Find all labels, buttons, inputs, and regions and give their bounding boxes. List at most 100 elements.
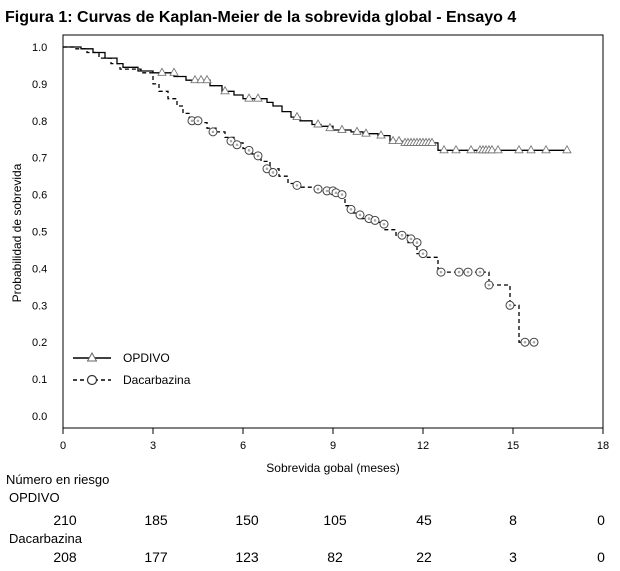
series-line-opdivo — [63, 46, 567, 151]
censor-marker-opdivo — [313, 119, 323, 128]
legend-marker-dacarbazina — [86, 374, 98, 386]
censor-marker-dot — [271, 171, 275, 174]
survival-curves — [63, 46, 567, 343]
y-tick-label: 0.5 — [32, 227, 47, 239]
censor-marker-opdivo — [361, 128, 371, 137]
y-tick-label: 0.4 — [32, 263, 47, 275]
censor-marker-dot — [478, 270, 482, 274]
censor-marker-dot — [532, 340, 536, 344]
legend-label-dacarbazina: Dacarbazina — [123, 373, 191, 387]
y-tick-label: 0.0 — [32, 411, 47, 423]
risk-value: 177 — [144, 549, 168, 565]
censor-marker-dot — [367, 217, 371, 220]
censor-marker-opdivo — [190, 74, 200, 84]
censor-marker-opdivo — [439, 144, 449, 154]
chart-title: Figura 1: Curvas de Kaplan-Meier de la s… — [5, 9, 517, 26]
censor-marker-opdivo — [451, 144, 461, 154]
censor-marker-opdivo — [157, 67, 167, 76]
censor-marker-dot — [295, 184, 299, 187]
censor-marker-dot — [523, 340, 527, 344]
risk-value: 123 — [235, 549, 259, 565]
censor-marker-opdivo — [466, 144, 476, 154]
censor-marker-dot — [256, 154, 260, 158]
legend: OPDIVO Dacarbazina — [73, 351, 191, 387]
censor-marker-opdivo — [325, 122, 335, 132]
censor-marker-dot — [421, 252, 425, 255]
y-tick-label: 0.8 — [32, 116, 47, 128]
series-line-dacarbazina — [63, 46, 534, 343]
legend-marker-opdivo — [86, 351, 98, 362]
censor-marker-dot — [508, 304, 512, 307]
censor-marker-dot — [373, 219, 377, 222]
x-tick-label: 3 — [150, 440, 156, 452]
x-tick-label: 9 — [330, 440, 336, 452]
risk-row-opdivo-label: OPDIVO — [9, 490, 60, 505]
risk-value: 8 — [509, 512, 517, 528]
risk-table-heading: Número en riesgo — [6, 472, 110, 487]
x-tick-label: 12 — [417, 440, 429, 452]
censor-marker-dot — [382, 222, 386, 226]
censor-marker-dot — [400, 233, 404, 237]
x-tick-label: 0 — [60, 440, 66, 452]
risk-value: 0 — [597, 549, 605, 565]
censor-marker-dot — [325, 189, 329, 193]
censor-marker-opdivo — [352, 126, 362, 135]
risk-value: 105 — [323, 512, 347, 528]
censor-marker-dot — [247, 149, 251, 152]
censor-marker-opdivo — [376, 130, 386, 139]
risk-value: 185 — [144, 512, 168, 528]
censor-marker-opdivo — [427, 137, 437, 146]
censor-marker-dot — [349, 208, 353, 211]
legend-label-opdivo: OPDIVO — [123, 351, 170, 365]
censor-marker-opdivo — [394, 135, 404, 145]
censor-marker-dot — [196, 119, 200, 123]
censor-marker-dot — [265, 167, 269, 171]
censor-marker-dot — [340, 193, 344, 196]
censor-marker-opdivo — [493, 144, 503, 154]
y-axis-ticks: 0.0 0.1 0.2 0.3 0.4 0.5 0.6 0.7 0.8 0.9 1.0 — [32, 42, 47, 423]
censor-marker-opdivo — [514, 144, 524, 154]
x-tick-label: 6 — [240, 440, 246, 452]
risk-value: 0 — [597, 512, 605, 528]
censor-marker-dot — [487, 283, 491, 287]
y-tick-label: 0.1 — [32, 374, 47, 386]
censor-marker-opdivo — [487, 144, 497, 154]
risk-value: 45 — [416, 512, 432, 528]
censor-marker-opdivo — [220, 85, 230, 95]
plot-frame — [62, 34, 604, 429]
censor-marker-dot — [409, 237, 413, 241]
censor-marker-opdivo — [253, 93, 263, 102]
risk-value: 210 — [53, 512, 77, 528]
censor-marker-opdivo — [562, 144, 572, 154]
censor-marker-dot — [415, 241, 419, 244]
kaplan-meier-chart: 0 3 6 9 12 15 18 0.0 0.1 0.2 0.3 0.4 0.5 0.6 0.7 0.8 0.… — [10, 34, 609, 475]
risk-value: 22 — [416, 549, 432, 565]
censor-marker-opdivo — [526, 144, 536, 154]
censor-marker-opdivo — [169, 67, 179, 76]
censor-marker-dot — [358, 213, 362, 217]
censor-marker-opdivo — [541, 144, 551, 154]
risk-value: 82 — [327, 549, 343, 565]
y-tick-label: 0.3 — [32, 300, 47, 312]
censor-marker-dot — [229, 139, 233, 143]
risk-value: 208 — [53, 549, 77, 565]
y-tick-label: 0.6 — [32, 190, 47, 202]
y-tick-label: 0.9 — [32, 79, 47, 91]
censor-marker-dot — [211, 130, 215, 134]
risk-value: 150 — [235, 512, 259, 528]
censor-markers — [157, 67, 572, 347]
y-tick-label: 0.7 — [32, 153, 47, 165]
censor-marker-dot — [439, 270, 443, 274]
y-axis-title: Probabilidad de sobrevida — [10, 163, 24, 302]
censor-marker-dot — [316, 187, 320, 191]
censor-marker-dot — [235, 143, 239, 147]
x-tick-label: 15 — [507, 440, 519, 452]
censor-marker-dot — [334, 191, 338, 195]
censor-marker-opdivo — [337, 124, 347, 133]
censor-marker-opdivo — [244, 93, 254, 102]
censor-marker-opdivo — [292, 111, 302, 121]
risk-value: 3 — [509, 549, 517, 565]
x-tick-label: 18 — [597, 440, 609, 452]
y-tick-label: 0.2 — [32, 337, 47, 349]
censor-marker-opdivo — [388, 135, 398, 145]
